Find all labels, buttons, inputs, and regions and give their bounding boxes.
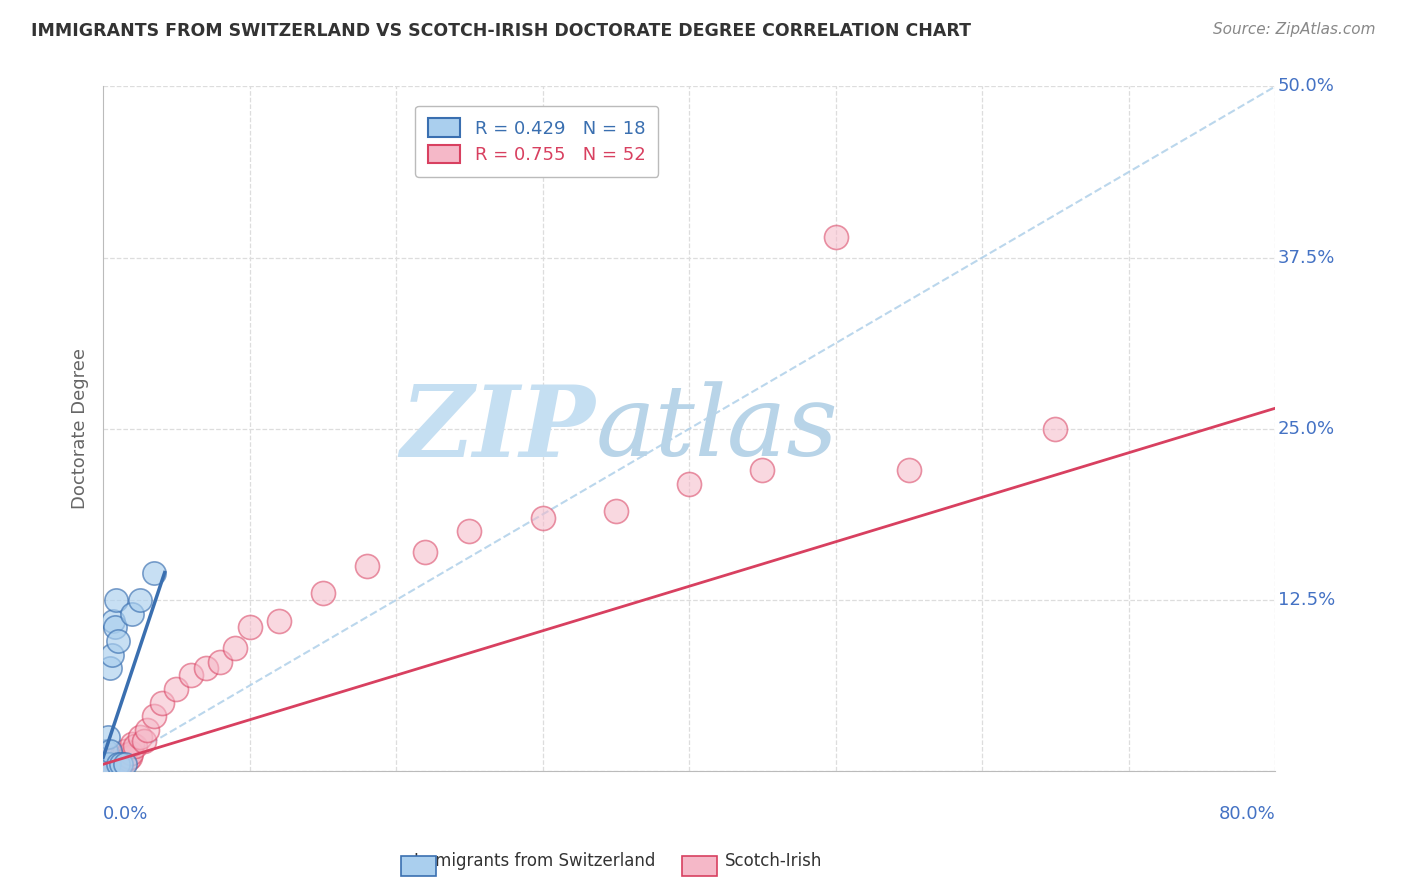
Text: IMMIGRANTS FROM SWITZERLAND VS SCOTCH-IRISH DOCTORATE DEGREE CORRELATION CHART: IMMIGRANTS FROM SWITZERLAND VS SCOTCH-IR… <box>31 22 972 40</box>
Point <box>105 755 128 769</box>
Point <box>100 747 122 762</box>
Point <box>101 752 124 766</box>
Point <box>165 681 187 696</box>
Point <box>107 634 129 648</box>
Point <box>143 566 166 580</box>
Point <box>100 760 122 774</box>
Point <box>94 743 117 757</box>
Point <box>94 760 117 774</box>
Point <box>143 709 166 723</box>
Point <box>100 661 122 675</box>
Point <box>209 655 232 669</box>
Point <box>111 747 134 762</box>
Point <box>93 750 115 764</box>
Point <box>107 750 129 764</box>
Point <box>115 747 138 762</box>
Point <box>897 463 920 477</box>
Text: 12.5%: 12.5% <box>1278 591 1334 609</box>
Point <box>114 743 136 757</box>
Point <box>93 757 115 772</box>
Point <box>103 757 125 772</box>
Point <box>415 545 437 559</box>
Point <box>239 620 262 634</box>
Point <box>605 504 627 518</box>
Text: 25.0%: 25.0% <box>1278 420 1334 438</box>
Point <box>121 607 143 621</box>
Point <box>128 730 150 744</box>
Point <box>107 757 129 772</box>
Point <box>94 753 117 767</box>
Text: 80.0%: 80.0% <box>1219 805 1275 823</box>
Point <box>117 752 139 766</box>
Point <box>678 476 700 491</box>
Point <box>312 586 335 600</box>
Text: 0.0%: 0.0% <box>103 805 149 823</box>
Point <box>107 757 129 772</box>
Point <box>751 463 773 477</box>
Point <box>101 757 124 772</box>
Text: atlas: atlas <box>595 381 838 476</box>
Y-axis label: Doctorate Degree: Doctorate Degree <box>72 348 89 509</box>
Point <box>93 757 115 772</box>
Point <box>103 614 125 628</box>
Point <box>134 734 156 748</box>
Point <box>128 593 150 607</box>
Point <box>100 756 122 770</box>
Point <box>458 524 481 539</box>
Point <box>114 757 136 772</box>
Point <box>104 757 127 772</box>
Point <box>356 558 378 573</box>
Point <box>120 747 142 761</box>
Point <box>531 510 554 524</box>
Point <box>121 737 143 751</box>
Point <box>98 758 121 772</box>
Point <box>194 661 217 675</box>
Point <box>105 593 128 607</box>
Text: Source: ZipAtlas.com: Source: ZipAtlas.com <box>1212 22 1375 37</box>
Text: 37.5%: 37.5% <box>1278 249 1334 267</box>
Point <box>98 750 121 764</box>
Point <box>180 668 202 682</box>
Legend: R = 0.429   N = 18, R = 0.755   N = 52: R = 0.429 N = 18, R = 0.755 N = 52 <box>415 106 658 177</box>
Point <box>150 696 173 710</box>
Point <box>112 753 135 767</box>
Point <box>96 730 118 744</box>
Text: ZIP: ZIP <box>401 381 595 477</box>
Point <box>96 757 118 772</box>
Point <box>104 620 127 634</box>
Point <box>224 640 246 655</box>
Point <box>136 723 159 737</box>
Point <box>118 750 141 764</box>
Text: Scotch-Irish: Scotch-Irish <box>724 852 823 870</box>
Point <box>1045 422 1067 436</box>
Point <box>110 753 132 767</box>
Point <box>100 743 122 757</box>
Point <box>103 753 125 767</box>
Point <box>124 739 146 754</box>
Point <box>267 614 290 628</box>
Point <box>98 757 121 772</box>
Point <box>96 755 118 769</box>
Point <box>110 757 132 772</box>
Text: Immigrants from Switzerland: Immigrants from Switzerland <box>413 852 655 870</box>
Point <box>96 757 118 772</box>
Point <box>101 648 124 662</box>
Point <box>824 230 846 244</box>
Text: 50.0%: 50.0% <box>1278 78 1334 95</box>
